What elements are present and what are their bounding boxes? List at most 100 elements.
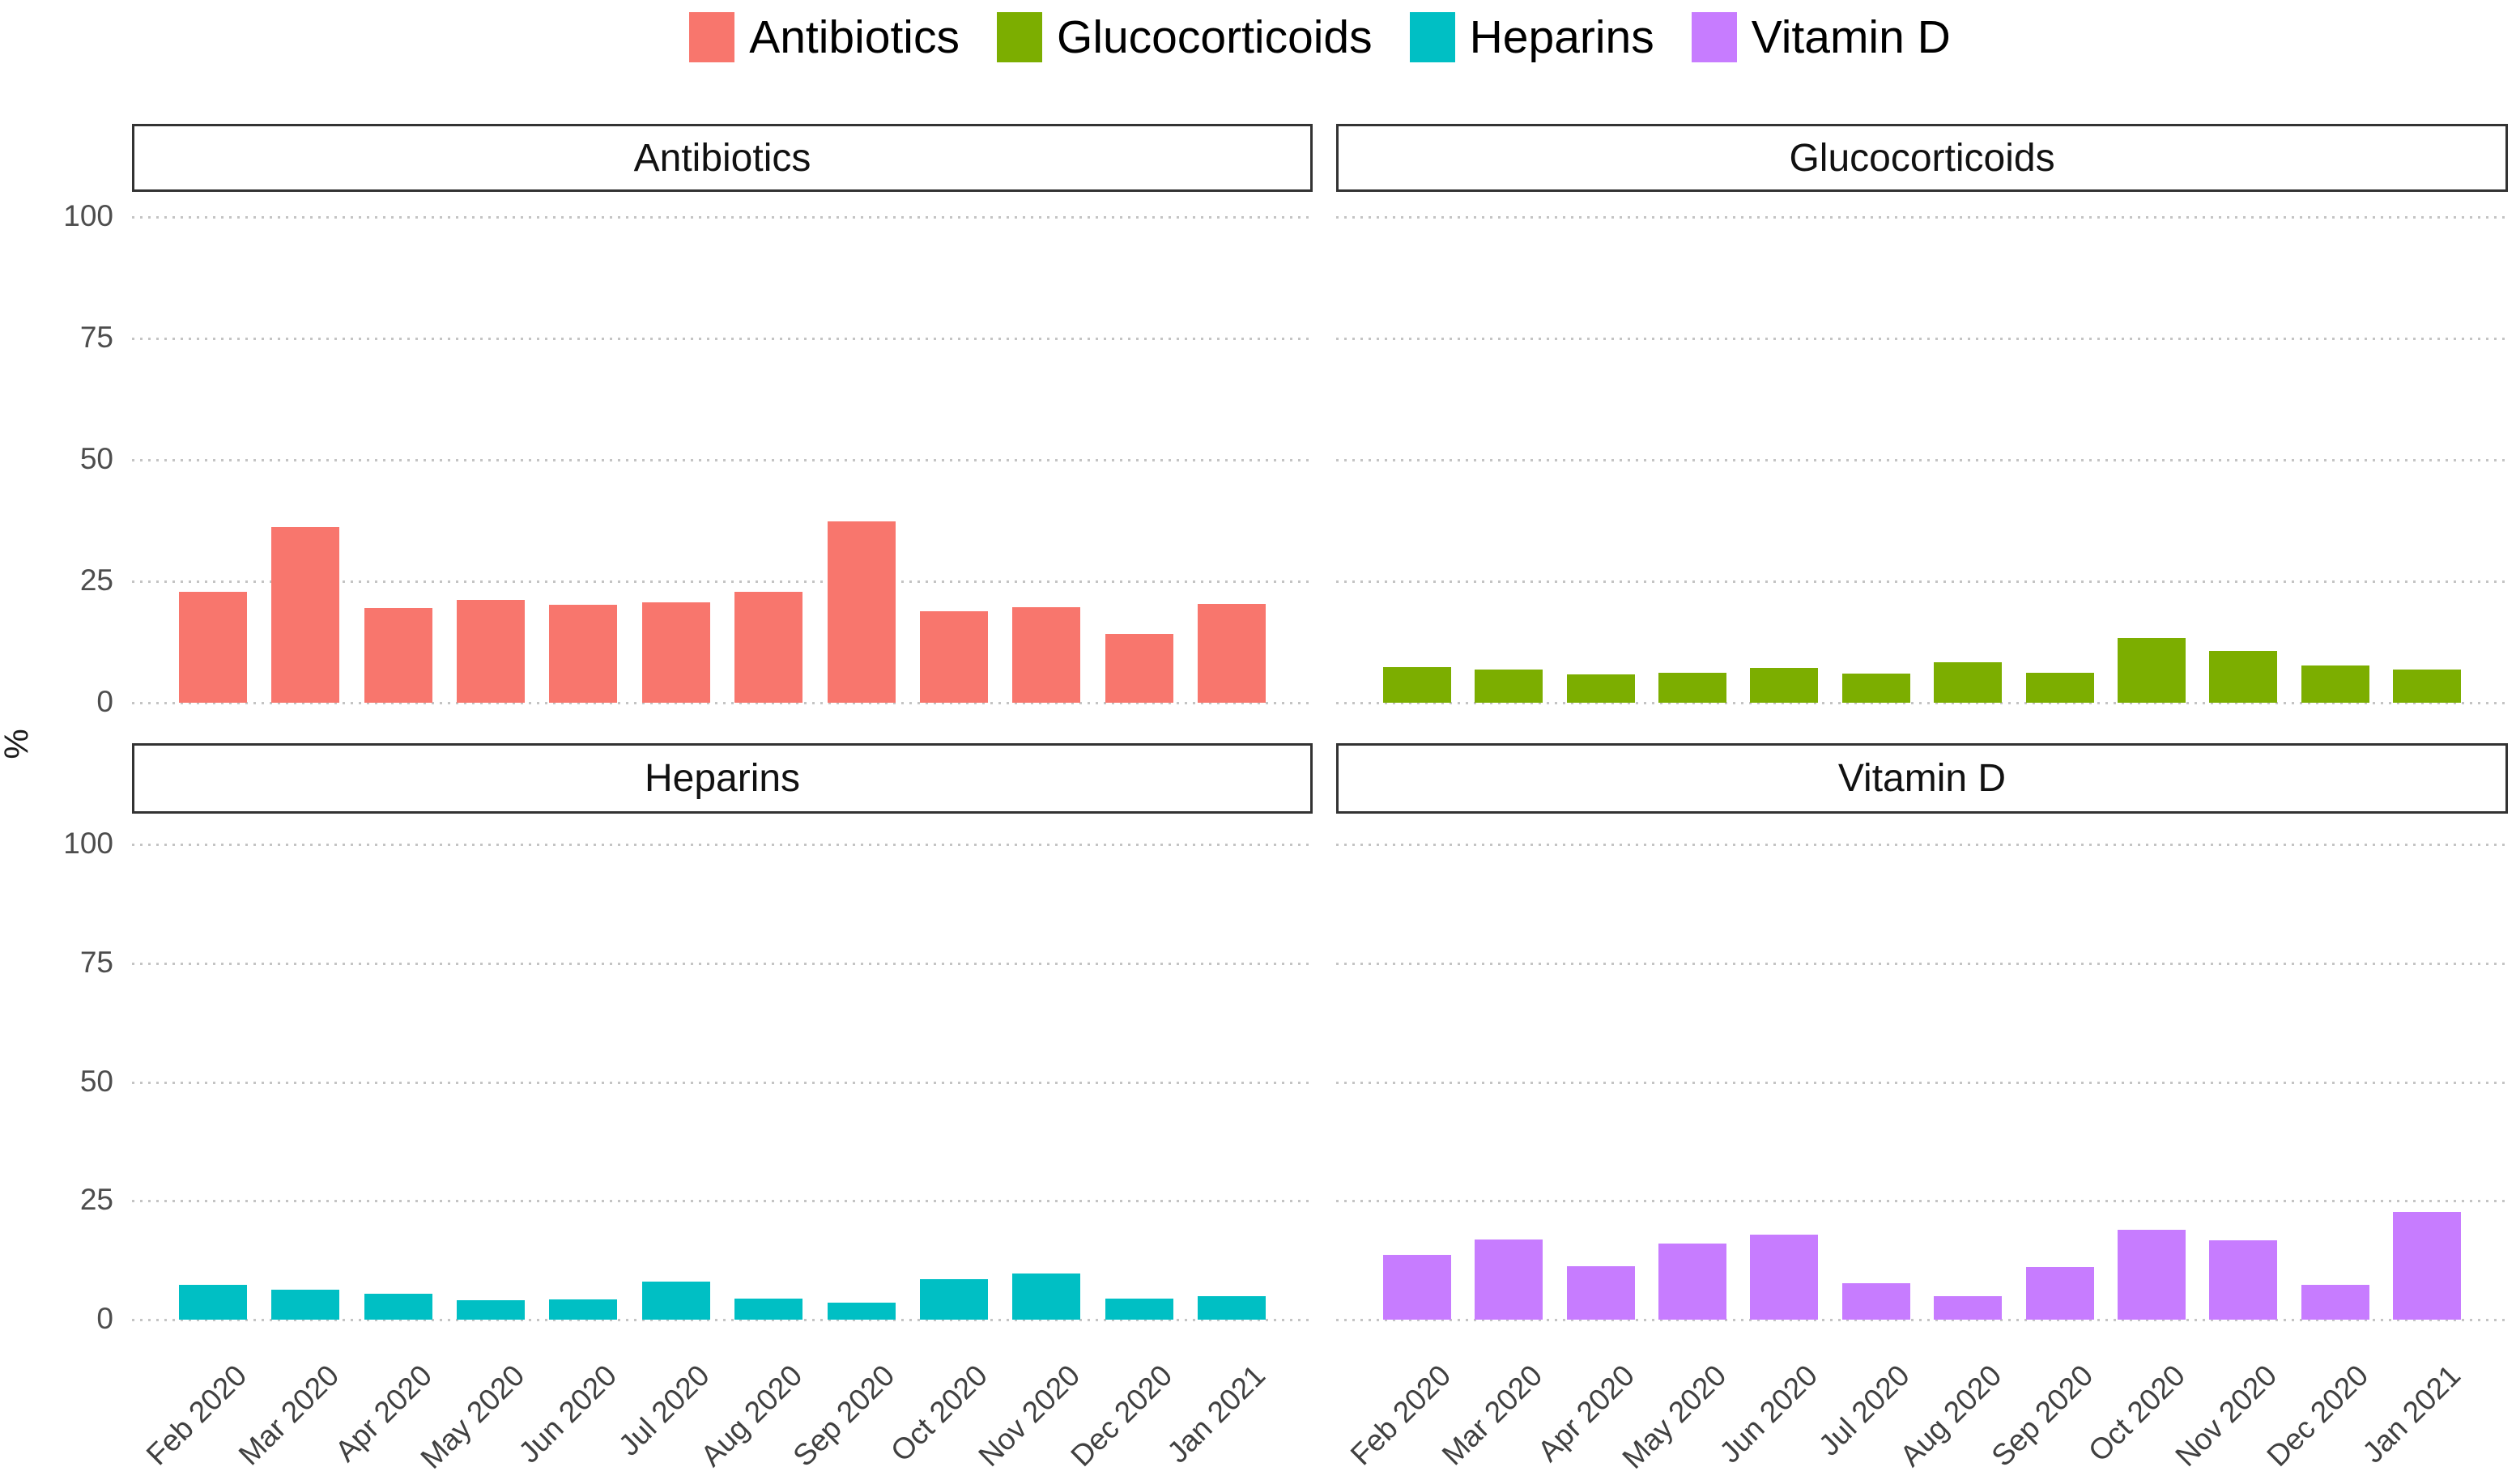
bar-heparins-apr-2020 — [364, 1294, 432, 1320]
y-tick-label: 25 — [79, 563, 113, 597]
gridline-y-50 — [1336, 459, 2508, 461]
legend-item-glucocorticoids: Glucocorticoids — [996, 11, 1373, 64]
gridline-y-50 — [132, 1082, 1313, 1084]
facet-strip-heparins: Heparins — [132, 743, 1313, 814]
bar-glucocorticoids-feb-2020 — [1383, 667, 1451, 703]
bar-glucocorticoids-oct-2020 — [2118, 638, 2186, 703]
bar-vitamin-d-dec-2020 — [2301, 1285, 2369, 1320]
y-tick-label: 0 — [96, 685, 113, 718]
bar-glucocorticoids-jul-2020 — [1842, 674, 1910, 703]
facet-strip-glucocorticoids: Glucocorticoids — [1336, 124, 2508, 192]
x-tick-label: Mar 2020 — [232, 1359, 346, 1472]
x-tick-label: Sep 2020 — [1985, 1359, 2100, 1473]
bar-heparins-oct-2020 — [920, 1279, 988, 1320]
x-tick-label: Jun 2020 — [1713, 1359, 1824, 1469]
legend-label: Heparins — [1469, 11, 1654, 63]
panel-plot-vitamin-d — [1336, 820, 2508, 1344]
y-axis-title: % — [0, 729, 36, 759]
bar-glucocorticoids-mar-2020 — [1475, 670, 1543, 703]
bar-glucocorticoids-aug-2020 — [1934, 662, 2002, 703]
bar-antibiotics-aug-2020 — [734, 592, 802, 703]
facet-strip-title: Heparins — [644, 757, 801, 800]
x-tick-label: Dec 2020 — [2260, 1359, 2375, 1473]
x-tick-label: Jun 2020 — [512, 1359, 624, 1469]
bar-glucocorticoids-jan-2021 — [2393, 670, 2461, 703]
gridline-y-100 — [1336, 216, 2508, 219]
bar-glucocorticoids-may-2020 — [1658, 673, 1726, 703]
gridline-y-25 — [1336, 1200, 2508, 1202]
gridline-y-75 — [1336, 963, 2508, 965]
bar-vitamin-d-feb-2020 — [1383, 1255, 1451, 1320]
bar-vitamin-d-nov-2020 — [2209, 1240, 2277, 1320]
gridline-y-0 — [132, 1319, 1313, 1321]
bar-heparins-may-2020 — [457, 1300, 525, 1320]
bar-glucocorticoids-dec-2020 — [2301, 665, 2369, 703]
y-tick-label: 100 — [63, 199, 113, 232]
bar-glucocorticoids-sep-2020 — [2026, 673, 2094, 703]
bar-vitamin-d-jun-2020 — [1750, 1235, 1818, 1320]
bar-antibiotics-jul-2020 — [642, 602, 710, 703]
y-tick-label: 50 — [79, 442, 113, 475]
facet-strip-antibiotics: Antibiotics — [132, 124, 1313, 192]
legend-swatch-glucocorticoids-icon — [996, 12, 1042, 62]
facet-strip-title: Vitamin D — [1837, 757, 2007, 800]
bar-glucocorticoids-nov-2020 — [2209, 651, 2277, 703]
gridline-y-75 — [132, 338, 1313, 340]
gridline-y-50 — [132, 459, 1313, 461]
x-tick-label: Aug 2020 — [1893, 1359, 2008, 1473]
legend-swatch-vitamin-d-icon — [1691, 12, 1737, 62]
x-tick-label: Feb 2020 — [139, 1359, 253, 1472]
facet-strip-title: Antibiotics — [633, 136, 811, 180]
gridline-y-100 — [132, 844, 1313, 846]
legend-label: Glucocorticoids — [1056, 11, 1373, 63]
panel-plot-antibiotics — [132, 193, 1313, 727]
x-tick-label: Sep 2020 — [786, 1359, 901, 1473]
bar-heparins-jun-2020 — [549, 1299, 617, 1320]
gridline-y-75 — [1336, 338, 2508, 340]
gridline-y-0 — [1336, 702, 2508, 704]
bar-antibiotics-nov-2020 — [1012, 607, 1080, 703]
y-tick-label: 25 — [79, 1183, 113, 1216]
y-tick-label: 100 — [63, 827, 113, 860]
legend-label: Antibiotics — [749, 11, 960, 63]
bar-antibiotics-dec-2020 — [1105, 634, 1173, 703]
y-tick-label: 75 — [79, 321, 113, 354]
bar-glucocorticoids-apr-2020 — [1567, 674, 1635, 703]
bar-heparins-jan-2021 — [1198, 1296, 1266, 1320]
gridline-y-25 — [1336, 580, 2508, 583]
y-tick-label: 0 — [96, 1302, 113, 1335]
gridline-y-75 — [132, 963, 1313, 965]
chart-legend: Antibiotics Glucocorticoids Heparins Vit… — [132, 5, 2508, 70]
x-tick-label: Dec 2020 — [1064, 1359, 1179, 1473]
legend-item-antibiotics: Antibiotics — [689, 11, 960, 64]
legend-swatch-heparins-icon — [1409, 12, 1455, 62]
gridline-y-0 — [132, 702, 1313, 704]
bar-heparins-sep-2020 — [828, 1303, 896, 1320]
bar-vitamin-d-oct-2020 — [2118, 1230, 2186, 1320]
x-tick-label: Aug 2020 — [694, 1359, 809, 1473]
bar-antibiotics-sep-2020 — [828, 521, 896, 703]
bar-vitamin-d-sep-2020 — [2026, 1267, 2094, 1320]
bar-heparins-nov-2020 — [1012, 1274, 1080, 1320]
bar-heparins-aug-2020 — [734, 1299, 802, 1320]
gridline-y-25 — [132, 1200, 1313, 1202]
bar-vitamin-d-mar-2020 — [1475, 1240, 1543, 1320]
bar-vitamin-d-jul-2020 — [1842, 1283, 1910, 1320]
bar-heparins-feb-2020 — [179, 1285, 247, 1320]
x-tick-label: Jan 2021 — [1160, 1359, 1271, 1469]
bar-antibiotics-apr-2020 — [364, 608, 432, 703]
x-tick-label: Nov 2020 — [2169, 1359, 2284, 1473]
x-tick-label: Nov 2020 — [972, 1359, 1087, 1473]
y-tick-label: 50 — [79, 1065, 113, 1098]
gridline-y-50 — [1336, 1082, 2508, 1084]
bar-heparins-mar-2020 — [271, 1290, 339, 1320]
bar-antibiotics-jun-2020 — [549, 605, 617, 703]
panel-plot-heparins — [132, 820, 1313, 1344]
facet-strip-title: Glucocorticoids — [1789, 136, 2055, 180]
legend-item-vitamin-d: Vitamin D — [1691, 11, 1951, 64]
gridline-y-100 — [132, 216, 1313, 219]
bar-vitamin-d-jan-2021 — [2393, 1212, 2461, 1320]
bar-glucocorticoids-jun-2020 — [1750, 668, 1818, 703]
bar-heparins-jul-2020 — [642, 1282, 710, 1320]
panel-plot-glucocorticoids — [1336, 193, 2508, 727]
